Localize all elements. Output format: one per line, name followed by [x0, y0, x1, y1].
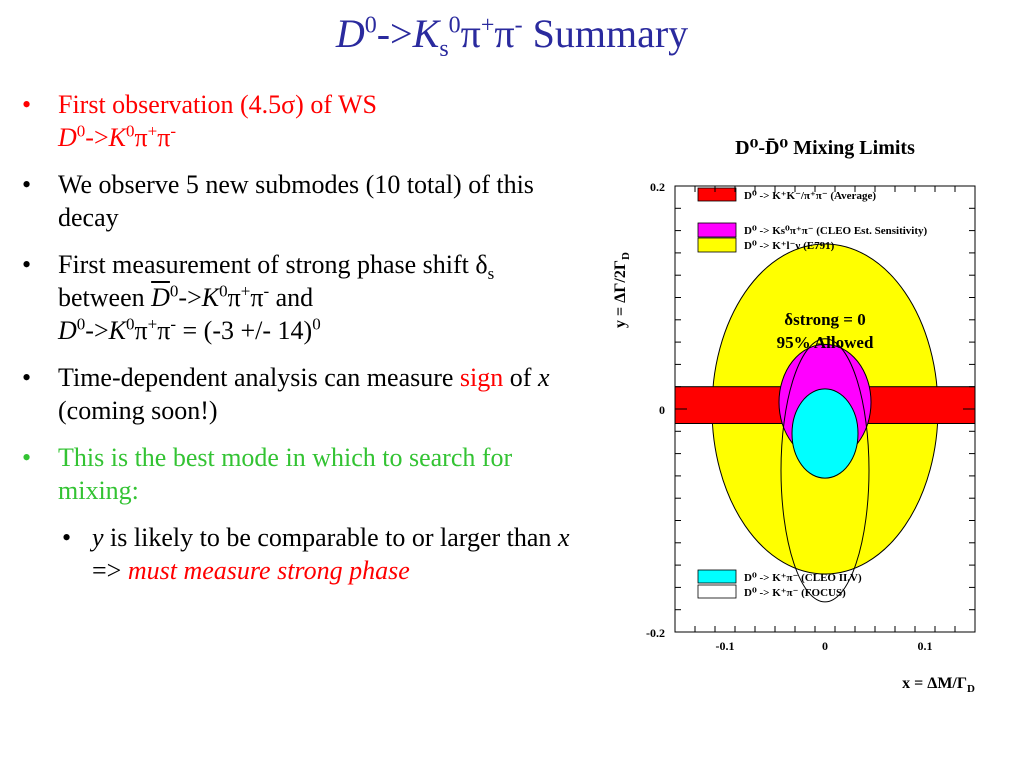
x-tick-label-zero: 0 — [822, 639, 828, 653]
x-tick-label-right: 0.1 — [918, 639, 933, 653]
legend-top: D⁰ -> K⁺K⁻/π⁺π⁻ (Average) D⁰ -> Ks⁰π⁺π⁻ … — [697, 187, 928, 253]
slide-title: D0->Ks0π+π- Summary — [335, 11, 689, 62]
legend-swatch-cleo-iiv — [697, 569, 737, 584]
legend-label-average: D⁰ -> K⁺K⁻/π⁺π⁻ (Average) — [744, 190, 876, 202]
bullet-first-observation: • First observation (4.5σ) of WS D0->K0π… — [22, 90, 378, 152]
legend-swatch-cleo-est — [697, 222, 737, 238]
x-axis-label: x = ΔM/ΓD — [902, 675, 975, 695]
bullet-time-dependent: • Time-dependent analysis can measure si… — [22, 363, 550, 425]
bullet-dot: • — [22, 443, 32, 472]
bullet-new-submodes: • We observe 5 new submodes (10 total) o… — [22, 170, 534, 232]
legend-bottom: D⁰ -> K⁺π⁻ (CLEO II.V) D⁰ -> K⁺π⁻ (FOCUS… — [697, 569, 862, 599]
bullet-best-mode: • This is the best mode in which to sear… — [22, 443, 513, 505]
region-focus — [780, 338, 870, 603]
legend-label-e791: D⁰ -> K⁺l⁻ν (E791) — [744, 240, 835, 252]
region-cleo-ii-v — [791, 388, 859, 479]
legend-swatch-average — [697, 187, 737, 202]
chart-title: D⁰-D̄⁰ Mixing Limits — [735, 137, 915, 159]
bullet-dot: • — [62, 523, 72, 552]
legend-label-cleo-iiv: D⁰ -> K⁺π⁻ (CLEO II.V) — [744, 572, 862, 584]
bullet-y-comparable: • y is likely to be comparable to or lar… — [62, 523, 570, 585]
x-tick-label-left: -0.1 — [716, 639, 735, 653]
bullet-list: • First observation (4.5σ) of WS D0->K0π… — [22, 88, 582, 601]
mixing-limits-chart: D⁰-D̄⁰ Mixing Limits D⁰ -> K⁺K⁻/π⁺π⁻ (Av… — [612, 137, 976, 695]
annotation-delta-strong: δstrong = 0 — [784, 310, 865, 329]
y-axis-label: y = ΔΓ/2ΓD — [612, 252, 632, 328]
legend-swatch-e791 — [697, 237, 737, 253]
bullet-dot: • — [22, 363, 32, 392]
bullet-dot: • — [22, 170, 32, 199]
y-tick-label-bottom: -0.2 — [646, 626, 665, 640]
bullet-dot: • — [22, 250, 32, 279]
legend-label-focus: D⁰ -> K⁺π⁻ (FOCUS) — [744, 587, 846, 599]
legend-label-cleo-est: D⁰ -> Ks⁰π⁺π⁻ (CLEO Est. Sensitivity) — [744, 225, 928, 237]
axis-ticks — [674, 185, 976, 633]
y-tick-label-top: 0.2 — [650, 180, 665, 194]
bullet-dot: • — [22, 90, 32, 119]
annotation-95-allowed: 95% Allowed — [777, 333, 874, 352]
y-tick-label-zero: 0 — [659, 403, 665, 417]
legend-swatch-focus — [697, 584, 737, 599]
bullet-strong-phase: • First measurement of strong phase shif… — [22, 250, 495, 345]
